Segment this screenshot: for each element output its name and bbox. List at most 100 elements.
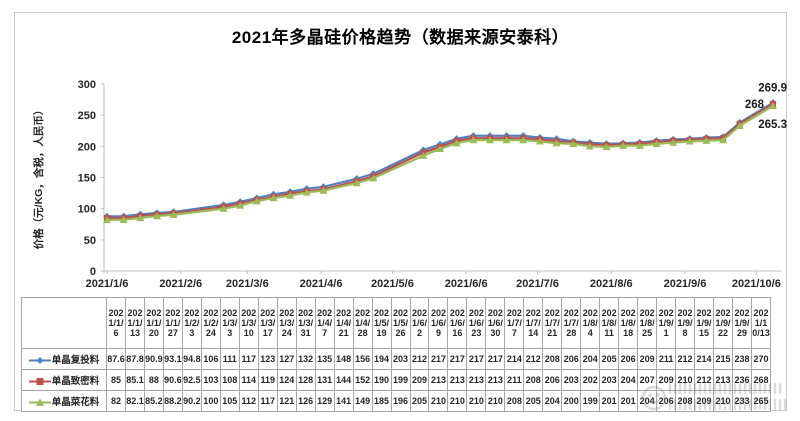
x-tick-label: 2021/6/6 (445, 278, 488, 290)
y-axis-title: 价格（元/KG，含税，人民币） (32, 105, 45, 250)
triangle-marker (502, 136, 511, 144)
triangle-marker (269, 194, 278, 202)
table-date-header: 2021/9/15 (694, 297, 714, 349)
y-tick-label: 0 (90, 266, 96, 278)
triangle-marker (436, 145, 444, 153)
legend-label: 单晶菜花料 (51, 397, 100, 408)
price-data-table: 2021/1/6 2021/1/13 2021/1/20 2021/1/27 2021/… (21, 297, 772, 412)
value-cell: 217 (466, 348, 487, 370)
table-date-header: 2021/5/19 (371, 297, 392, 349)
x-tick-label: 2021/5/6 (371, 278, 414, 290)
value-cell: 213 (485, 369, 506, 391)
value-cell: 213 (713, 369, 733, 391)
end-label-1: 268 (745, 99, 765, 111)
value-cell: 94.8 (181, 348, 202, 370)
value-cell: 111 (219, 348, 240, 370)
table-date-header: 2021/9/29 (731, 297, 752, 349)
price-trend-line-chart: 0 50 100 150 200 250 300 价格（元/KG，含税，人民币） 2021/1/… (32, 79, 787, 290)
value-cell: 85.2 (143, 390, 164, 412)
value-cell: 144 (333, 369, 354, 391)
table-date-header: 2021/6/16 (447, 297, 468, 349)
x-tick-label: 2021/2/6 (159, 278, 202, 290)
triangle-marker (152, 212, 161, 220)
value-cell: 214 (504, 348, 525, 370)
triangle-marker (302, 188, 311, 196)
triangle-marker (136, 214, 145, 222)
value-cell: 141 (333, 390, 354, 412)
table-date-header: 2021/5/26 (390, 297, 411, 349)
table-date-header: 2021/8/18 (618, 297, 639, 349)
value-cell: 204 (618, 369, 639, 391)
value-cell: 124 (276, 369, 297, 391)
table-date-header: 2021/6/30 (485, 297, 506, 349)
value-cell: 103 (200, 369, 221, 391)
value-cell: 200 (561, 390, 582, 412)
table-corner-cell (21, 297, 107, 349)
legend-item-1: 单晶致密料 (21, 369, 107, 391)
triangle-marker (119, 216, 128, 224)
table-date-header: 2021/6/23 (466, 297, 487, 349)
triangle-marker (769, 102, 777, 110)
table-date-header: 2021/7/7 (504, 297, 525, 349)
value-cell: 119 (257, 369, 278, 391)
legend-label: 单晶复投料 (51, 355, 100, 366)
y-tick-label: 100 (78, 204, 96, 216)
table-date-header: 2021/6/2 (409, 297, 430, 349)
value-cell: 123 (257, 348, 278, 370)
value-cell: 92.5 (181, 369, 202, 391)
value-cell: 207 (637, 369, 658, 391)
value-cell: 268 (750, 369, 772, 391)
value-cell: 108 (219, 369, 240, 391)
value-cell: 214 (694, 348, 714, 370)
value-cell: 210 (675, 369, 696, 391)
value-cell: 194 (371, 348, 392, 370)
triangle-marker (369, 174, 378, 182)
triangle-marker (735, 121, 744, 129)
table-date-header: 2021/2/3 (181, 297, 202, 349)
value-cell: 209 (656, 369, 677, 391)
table-date-header: 2021/8/11 (599, 297, 620, 349)
end-label-2: 265.3 (758, 119, 787, 131)
value-cell: 210 (713, 390, 733, 412)
value-cell: 206 (656, 390, 677, 412)
triangle-marker (352, 179, 361, 187)
triangle-marker (719, 136, 728, 144)
x-tick-label: 2021/3/6 (226, 278, 269, 290)
value-cell: 213 (428, 369, 449, 391)
value-cell: 204 (580, 348, 601, 370)
triangle-marker (585, 142, 594, 150)
table-date-header: 2021/10/13 (750, 297, 772, 349)
value-cell: 90.6 (162, 369, 183, 391)
value-cell: 213 (447, 369, 468, 391)
value-cell: 156 (352, 348, 373, 370)
legend-diamond-marker (28, 356, 51, 364)
value-cell: 209 (694, 390, 714, 412)
y-tick-label: 50 (84, 235, 96, 247)
table-date-header: 2021/3/3 (219, 297, 240, 349)
table-date-header: 2021/1/20 (143, 297, 164, 349)
x-tick-label: 2021/10/6 (732, 278, 781, 290)
triangle-marker (419, 151, 428, 159)
value-cell: 270 (750, 348, 772, 370)
value-cell: 217 (447, 348, 468, 370)
value-cell: 204 (637, 390, 658, 412)
triangle-marker (252, 197, 261, 205)
triangle-marker (535, 137, 544, 145)
value-cell: 215 (713, 348, 733, 370)
x-tick-label: 2021/7/6 (516, 278, 559, 290)
triangle-marker (519, 136, 528, 144)
triangle-marker (685, 137, 694, 145)
x-tick-label: 2021/4/6 (300, 278, 343, 290)
table-date-header: 2021/4/7 (314, 297, 335, 349)
value-cell: 208 (504, 390, 525, 412)
series-line-单晶致密料 (106, 103, 774, 220)
triangle-marker (485, 136, 494, 144)
series-line-单晶复投料 (106, 101, 774, 218)
value-cell: 203 (390, 348, 411, 370)
legend-item-0: 单晶复投料 (21, 348, 107, 370)
value-cell: 196 (390, 390, 411, 412)
table-date-header: 2021/3/24 (276, 297, 297, 349)
value-cell: 211 (504, 369, 525, 391)
table-date-header: 2021/1/27 (162, 297, 183, 349)
